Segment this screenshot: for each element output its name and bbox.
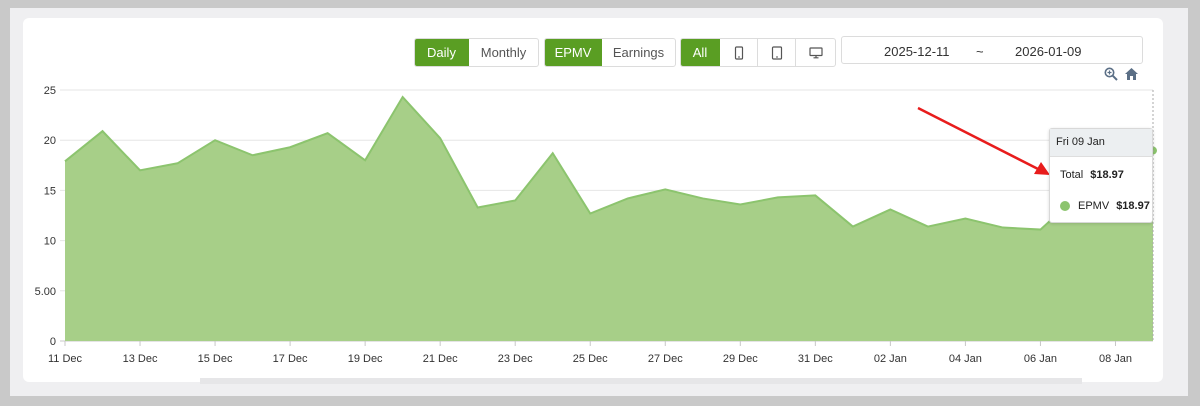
x-tick-label: 27 Dec: [648, 353, 683, 365]
y-tick-label: 25: [44, 85, 56, 97]
y-tick-label: 5.00: [35, 286, 56, 298]
series-area: [64, 95, 1157, 341]
x-tick-label: 29 Dec: [723, 353, 758, 365]
x-tick-label: 15 Dec: [198, 353, 233, 365]
end-date[interactable]: 2026-01-09: [1015, 44, 1082, 59]
x-tick-label: 17 Dec: [273, 353, 308, 365]
x-tick-label: 13 Dec: [123, 353, 158, 365]
annotation-arrow: [917, 106, 1050, 175]
zoom-icon[interactable]: [1104, 67, 1118, 81]
all-devices-button[interactable]: All: [681, 39, 720, 66]
tablet-button[interactable]: [758, 39, 796, 66]
epmv-button[interactable]: EPMV: [545, 39, 602, 66]
tooltip-total-row: Total $18.97: [1060, 169, 1124, 181]
tooltip-total-label: Total: [1060, 169, 1084, 181]
x-tick-label: 06 Jan: [1024, 353, 1057, 365]
date-range-picker[interactable]: 2025-12-11 ~ 2026-01-09: [841, 36, 1143, 64]
desktop-button[interactable]: [796, 39, 835, 66]
tooltip-total-value: $18.97: [1090, 169, 1124, 181]
x-tick-label: 02 Jan: [874, 353, 907, 365]
y-tick-label: 15: [44, 185, 56, 197]
x-tick-label: 19 Dec: [348, 353, 383, 365]
tooltip-series-value: $18.97: [1116, 200, 1150, 212]
tooltip-series-label: EPMV: [1078, 200, 1110, 212]
tooltip-series-row: EPMV $18.97: [1060, 200, 1150, 212]
x-tick-label: 21 Dec: [423, 353, 458, 365]
chart-toolbar: [1104, 67, 1139, 81]
x-tick-label: 31 Dec: [798, 353, 833, 365]
x-tick-label: 25 Dec: [573, 353, 608, 365]
x-tick-label: 04 Jan: [949, 353, 982, 365]
period-toggle: Daily Monthly: [414, 38, 539, 67]
mobile-button[interactable]: [720, 39, 758, 66]
desktop-icon: [808, 46, 823, 58]
tooltip-date: Fri 09 Jan: [1050, 129, 1152, 157]
monthly-button[interactable]: Monthly: [480, 45, 527, 60]
metric-toggle: EPMV Earnings: [544, 38, 676, 67]
x-tick-label: 08 Jan: [1099, 353, 1132, 365]
earnings-button[interactable]: Earnings: [612, 45, 665, 60]
y-axis-ticks: 0 5.00 10 15 20 25: [35, 85, 56, 348]
x-tick-label: 23 Dec: [498, 353, 533, 365]
y-tick-label: 20: [44, 135, 56, 147]
series-line: [64, 95, 1154, 231]
device-toggle: All: [680, 38, 836, 67]
x-tick-label: 11 Dec: [48, 353, 83, 365]
tablet-icon: [734, 45, 743, 60]
tablet-landscape-icon: [771, 45, 782, 60]
series-color-dot: [1060, 201, 1070, 211]
arrow-shaft: [917, 106, 1041, 172]
date-separator: ~: [976, 44, 984, 59]
series-area-fill: [65, 97, 1153, 341]
start-date[interactable]: 2025-12-11: [884, 44, 950, 59]
y-tick-label: 0: [50, 336, 56, 348]
x-axis-ticks: 11 Dec 13 Dec 15 Dec 17 Dec 19 Dec 21 Dec 23 D…: [48, 341, 1132, 365]
arrow-head: [1034, 162, 1050, 175]
y-tick-label: 10: [44, 236, 56, 248]
card-footer-edge: [200, 378, 1082, 384]
daily-button[interactable]: Daily: [415, 39, 469, 66]
home-icon[interactable]: [1124, 67, 1139, 81]
chart-tooltip: Fri 09 Jan Total $18.97 EPMV $18.97: [1049, 128, 1153, 223]
